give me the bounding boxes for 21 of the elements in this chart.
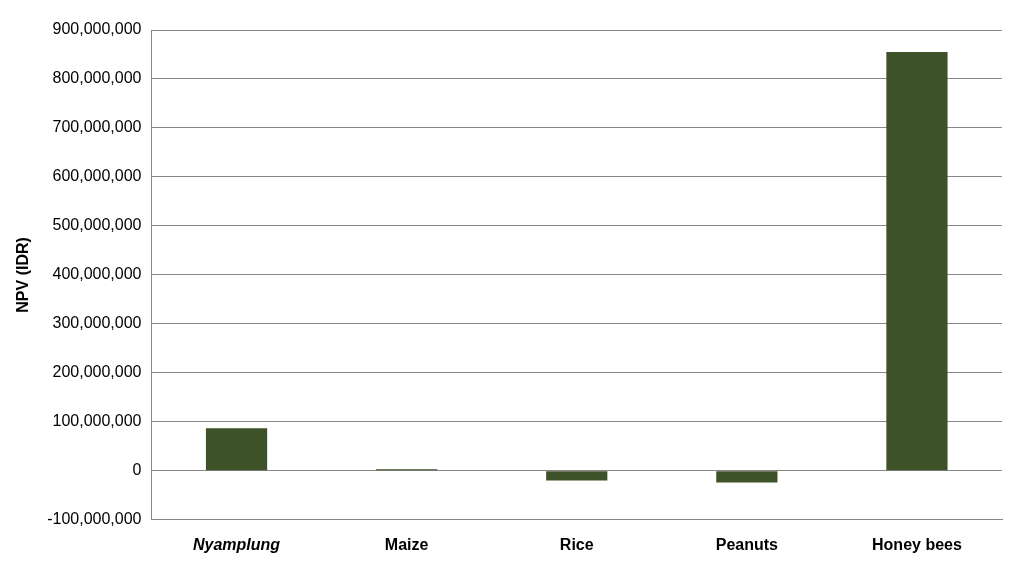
- y-tick-label: 100,000,000: [52, 412, 142, 430]
- x-tick-label: Honey bees: [872, 535, 962, 553]
- y-tick-label: 700,000,000: [52, 118, 142, 136]
- y-tick-label: 600,000,000: [52, 167, 142, 185]
- y-tick-label: 0: [132, 461, 142, 479]
- x-tick-label: Maize: [384, 535, 429, 553]
- y-tick-label: 500,000,000: [52, 216, 142, 234]
- y-tick-label: 300,000,000: [52, 314, 142, 332]
- bar: [716, 471, 778, 483]
- y-tick-label: -100,000,000: [47, 510, 142, 528]
- x-tick-label: Rice: [559, 535, 594, 553]
- bar: [205, 428, 268, 471]
- bar: [546, 471, 608, 481]
- y-tick-label: 200,000,000: [52, 363, 142, 381]
- y-tick-label: 900,000,000: [52, 20, 142, 38]
- y-tick-label: 800,000,000: [52, 69, 142, 87]
- bar: [886, 52, 948, 471]
- x-tick-label: Peanuts: [715, 535, 779, 553]
- y-tick-label: 400,000,000: [52, 265, 142, 283]
- x-tick-label: Nyamplung: [192, 535, 281, 553]
- y-axis-title: NPV (IDR): [14, 237, 32, 313]
